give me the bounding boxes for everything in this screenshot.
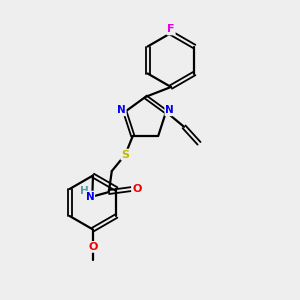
Text: S: S bbox=[121, 150, 129, 160]
Text: O: O bbox=[132, 184, 141, 194]
Text: F: F bbox=[167, 24, 175, 34]
Text: N: N bbox=[117, 105, 126, 115]
Text: O: O bbox=[88, 242, 98, 252]
Text: H: H bbox=[80, 186, 88, 196]
Text: N: N bbox=[85, 192, 94, 202]
Text: N: N bbox=[165, 105, 174, 115]
